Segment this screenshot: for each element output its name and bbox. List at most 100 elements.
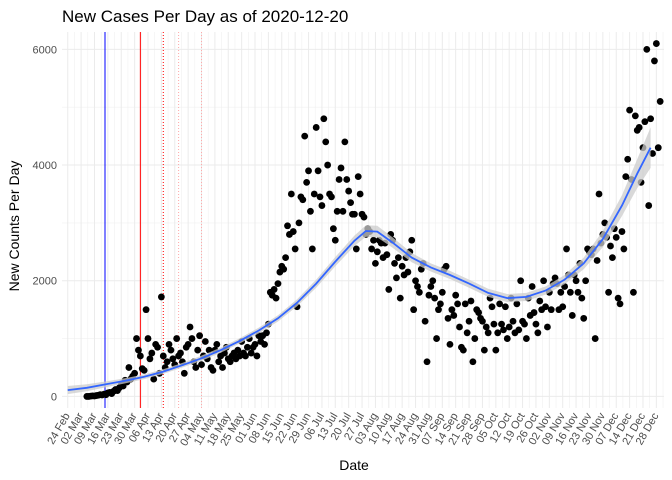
data-point: [492, 346, 500, 354]
data-point: [452, 291, 460, 299]
data-point: [316, 193, 324, 201]
data-point: [631, 112, 639, 120]
data-point: [136, 352, 144, 360]
data-point: [270, 286, 278, 293]
data-point: [425, 291, 433, 299]
data-point: [442, 262, 450, 270]
data-point: [196, 332, 204, 340]
y-tick-label: 2000: [33, 276, 57, 288]
data-point: [347, 199, 354, 207]
data-point: [370, 236, 377, 244]
data-point: [209, 367, 217, 374]
data-point: [496, 300, 504, 308]
data-point: [622, 173, 630, 181]
data-point: [626, 106, 633, 114]
data-point: [314, 167, 322, 175]
data-point: [624, 155, 632, 163]
data-point: [641, 118, 649, 126]
data-point: [308, 245, 316, 253]
data-point: [438, 288, 446, 296]
data-point: [312, 124, 320, 131]
data-point: [580, 314, 588, 322]
data-point: [501, 303, 509, 311]
data-point: [213, 340, 221, 348]
data-point: [435, 306, 442, 314]
data-point: [528, 283, 536, 290]
data-point: [463, 329, 471, 337]
y-tick-label: 6000: [33, 44, 57, 56]
data-point: [469, 358, 477, 366]
data-point: [559, 303, 567, 311]
data-point: [498, 320, 505, 328]
data-point: [513, 300, 521, 308]
data-point: [521, 320, 528, 328]
data-point: [177, 349, 184, 357]
data-point: [612, 233, 620, 241]
data-point: [652, 40, 660, 47]
y-tick-label: 4000: [33, 160, 57, 172]
data-point: [410, 306, 418, 314]
data-point: [226, 358, 234, 366]
data-point: [484, 329, 492, 337]
data-point: [465, 317, 473, 325]
data-point: [616, 300, 624, 308]
data-point: [456, 323, 463, 331]
data-point: [647, 115, 655, 123]
data-point: [444, 314, 452, 322]
data-point: [318, 202, 326, 209]
data-point: [398, 262, 406, 270]
data-point: [551, 274, 559, 282]
data-point: [159, 352, 167, 360]
data-point: [186, 323, 194, 331]
x-axis-title: Date: [339, 457, 369, 473]
data-point: [450, 312, 458, 319]
data-point: [505, 323, 513, 331]
data-point: [488, 303, 496, 311]
data-point: [157, 293, 165, 301]
data-point: [515, 326, 523, 334]
data-point: [261, 340, 268, 348]
data-point: [415, 288, 423, 296]
data-point: [536, 297, 544, 305]
data-point: [125, 364, 133, 371]
data-point: [201, 338, 209, 345]
data-point: [140, 367, 148, 374]
data-point: [282, 254, 289, 261]
data-point: [131, 369, 139, 377]
data-point: [391, 259, 398, 267]
y-tick-label: 0: [51, 391, 57, 403]
data-point: [180, 369, 188, 377]
data-point: [284, 222, 291, 230]
data-point: [192, 364, 200, 371]
data-point: [291, 245, 299, 253]
data-point: [198, 361, 205, 369]
data-point: [523, 335, 530, 342]
data-point: [605, 288, 612, 296]
data-point: [448, 306, 456, 314]
data-point: [557, 288, 565, 296]
data-point: [467, 297, 475, 305]
data-point: [404, 268, 412, 276]
data-point: [352, 245, 360, 253]
data-point: [368, 245, 375, 253]
data-point: [289, 228, 297, 235]
data-point: [150, 375, 158, 383]
data-point: [354, 173, 362, 181]
gridlines: [62, 32, 664, 408]
chart-title: New Cases Per Day as of 2020-12-20: [62, 7, 348, 26]
data-point: [331, 236, 339, 244]
trend-line: [67, 147, 652, 391]
data-point: [310, 190, 318, 198]
data-point: [414, 283, 421, 290]
data-point: [383, 251, 391, 259]
data-point: [337, 164, 345, 172]
data-point: [620, 245, 628, 253]
data-point: [242, 352, 249, 360]
data-point: [328, 193, 335, 201]
data-point: [247, 349, 255, 357]
data-point: [475, 309, 483, 316]
data-point: [542, 303, 549, 311]
data-point: [263, 329, 270, 337]
smooth-trend: [67, 127, 652, 395]
data-point: [408, 236, 416, 244]
